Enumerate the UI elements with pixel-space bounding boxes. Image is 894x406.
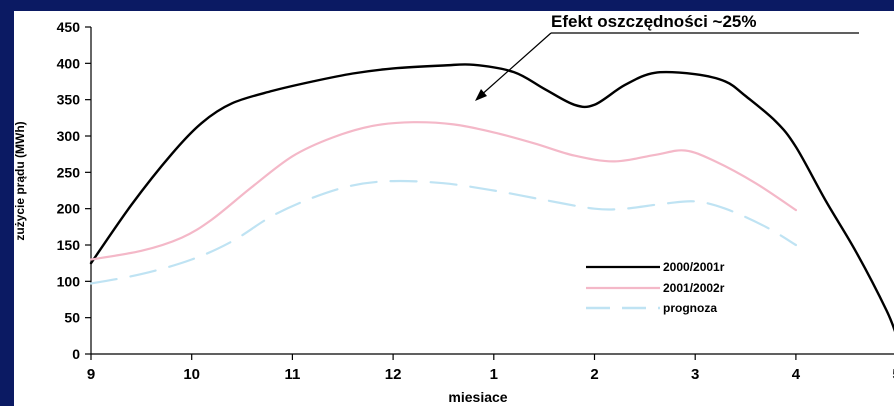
y-tick-label: 350 [57, 92, 81, 108]
annotation-arrow-line [478, 32, 552, 98]
y-tick-label: 450 [57, 19, 81, 35]
legend: 2000/2001r 2001/2002r prognoza [586, 260, 725, 315]
tick-labels: 050100150200250300350400450910111212345 [57, 19, 894, 383]
series-line-prognoza [89, 179, 797, 285]
legend-label-2000-2001: 2000/2001r [663, 260, 725, 274]
chart-axes [85, 26, 894, 360]
y-tick-label: 0 [72, 346, 80, 362]
y-tick-label: 250 [57, 164, 81, 180]
x-tick-label: 11 [284, 366, 300, 383]
x-tick-label: 9 [87, 366, 95, 383]
series-layer [89, 63, 894, 333]
series-line-2000-2001r [89, 63, 894, 333]
annotation: Efekt oszczędności ~25% [475, 12, 859, 101]
annotation-text: Efekt oszczędności ~25% [551, 12, 757, 31]
x-tick-label: 5 [892, 366, 894, 383]
x-tick-label: 3 [691, 366, 699, 383]
x-axis-title: miesiace [448, 389, 507, 405]
x-tick-label: 4 [792, 366, 801, 383]
y-tick-label: 100 [57, 273, 81, 289]
series-line-2001-2002r [89, 121, 797, 261]
x-tick-label: 10 [183, 366, 200, 383]
x-tick-label: 1 [490, 366, 498, 383]
y-tick-label: 50 [64, 310, 80, 326]
x-tick-label: 2 [590, 366, 598, 383]
y-axis-title: zużycie prądu (MWh) [14, 121, 27, 240]
legend-label-prognoza: prognoza [663, 301, 717, 315]
chart-panel: 050100150200250300350400450910111212345 … [14, 11, 894, 406]
y-tick-label: 150 [57, 237, 81, 253]
annotation-arrowhead [475, 89, 487, 101]
legend-label-2001-2002: 2001/2002r [663, 281, 725, 295]
y-tick-label: 200 [57, 201, 81, 217]
line-chart: 050100150200250300350400450910111212345 … [14, 12, 894, 405]
x-tick-label: 12 [385, 366, 402, 383]
y-tick-label: 300 [57, 128, 81, 144]
y-tick-label: 400 [57, 55, 81, 71]
